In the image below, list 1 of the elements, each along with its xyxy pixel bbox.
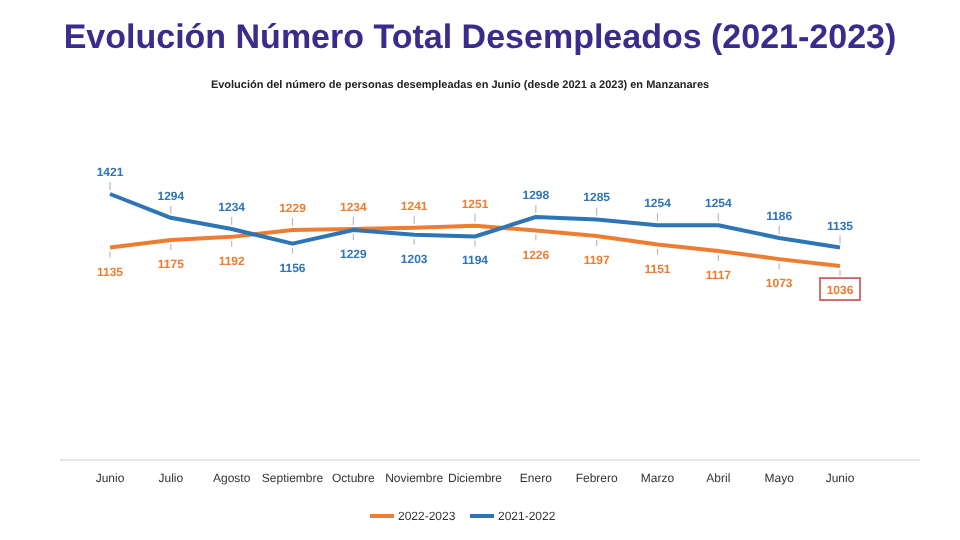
chart-title: Evolución Número Total Desempleados (2021-2023) (63, 18, 897, 56)
